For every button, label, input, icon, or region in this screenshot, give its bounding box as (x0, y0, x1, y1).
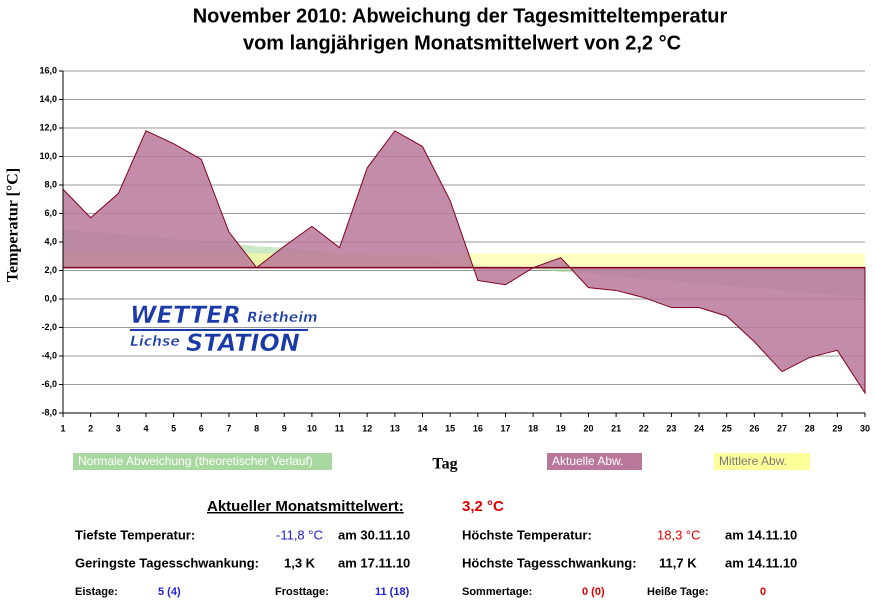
x-tick-label: 6 (199, 423, 204, 433)
stat-label: Höchste Temperatur: (462, 527, 592, 542)
logo-text: STATION (186, 329, 300, 357)
y-tick-label: -4,0 (41, 350, 57, 360)
y-tick-label: 8,0 (44, 179, 57, 189)
stat-value: 3,2 °C (462, 498, 504, 515)
x-tick-label: 16 (473, 423, 483, 433)
y-tick-label: 10,0 (39, 151, 57, 161)
x-tick-label: 21 (611, 423, 621, 433)
y-tick-label: -6,0 (41, 379, 57, 389)
x-tick-label: 7 (226, 423, 231, 433)
logo-text: Rietheim (247, 310, 318, 326)
x-tick-label: 14 (418, 423, 428, 433)
legend-label: Normale Abweichung (theoretischer Verlau… (78, 454, 313, 468)
y-tick-label: 16,0 (39, 65, 57, 75)
y-tick-label: 14,0 (39, 94, 57, 104)
stat-value: 1,3 K (284, 555, 316, 570)
stat-date: am 14.11.10 (725, 527, 797, 542)
stat-label: Höchste Tagesschwankung: (462, 555, 637, 570)
x-tick-label: 19 (556, 423, 566, 433)
x-tick-label: 11 (335, 423, 345, 433)
x-tick-label: 28 (805, 423, 815, 433)
x-tick-label: 29 (832, 423, 842, 433)
x-tick-label: 26 (749, 423, 759, 433)
legend-swatch (714, 453, 810, 470)
x-tick-label: 25 (722, 423, 732, 433)
stat-date: am 17.11.10 (338, 555, 410, 570)
stat-value: 0 (760, 586, 766, 598)
y-tick-label: 4,0 (44, 236, 57, 246)
x-tick-label: 10 (307, 423, 317, 433)
legend-label: Mittlere Abw. (719, 454, 787, 468)
logo: WETTER Rietheim Lichse STATION (130, 301, 318, 358)
x-tick-label: 18 (528, 423, 538, 433)
y-tick-label: 6,0 (44, 208, 57, 218)
x-tick-label: 1 (60, 423, 65, 433)
y-tick-label: -8,0 (41, 407, 57, 417)
legend-label: Aktuelle Abw. (552, 454, 623, 468)
chart-subtitle: vom langjährigen Monatsmittelwert von 2,… (243, 32, 681, 54)
y-tick-label: 0,0 (44, 293, 57, 303)
plot: -8,0 -6,0 -4,0 -2,0 0,0 2,0 4,0 6,0 8,0 10,0 12,0 1… (39, 65, 870, 433)
x-tick-label: 5 (171, 423, 176, 433)
stat-label: Eistage: (75, 586, 118, 598)
legend-swatch (547, 453, 642, 470)
x-tick-label: 3 (116, 423, 121, 433)
stat-value: 0 (0) (582, 586, 605, 598)
stat-label: Frosttage: (275, 586, 329, 598)
x-tick-label: 13 (390, 423, 400, 433)
x-tick-label: 30 (860, 423, 870, 433)
stat-label: Tiefste Temperatur: (75, 527, 195, 542)
stat-value: 11 (18) (375, 586, 410, 598)
x-tick-label: 9 (282, 423, 287, 433)
x-tick-label: 12 (362, 423, 372, 433)
y-axis-label: Temperatur [°C] (5, 168, 22, 282)
x-tick-label: 17 (500, 423, 510, 433)
x-tick-label: 22 (639, 423, 649, 433)
stat-label: Sommertage: (462, 586, 532, 598)
x-tick-label: 15 (445, 423, 455, 433)
y-tick-label: 12,0 (39, 122, 57, 132)
x-tick-label: 24 (694, 423, 704, 433)
logo-text: WETTER (130, 301, 241, 329)
stat-value: 11,7 K (659, 555, 697, 570)
logo-text: Lichse (130, 334, 180, 350)
y-tick-label: -2,0 (41, 322, 57, 332)
y-tick-label: 2,0 (44, 265, 57, 275)
stat-date: am 30.11.10 (338, 527, 410, 542)
x-tick-label: 8 (254, 423, 259, 433)
stat-value: 18,3 °C (657, 527, 701, 542)
x-tick-label: 2 (88, 423, 93, 433)
stat-label: Heiße Tage: (647, 586, 709, 598)
area (62, 130, 866, 395)
x-tick-label: 20 (583, 423, 593, 433)
stat-date: am 14.11.10 (725, 555, 797, 570)
x-tick-label: 27 (777, 423, 787, 433)
stat-label: Aktueller Monatsmittelwert: (207, 498, 404, 515)
legend: Normale Abweichung (theoretischer Verlau… (73, 453, 810, 470)
chart-title: November 2010: Abweichung der Tagesmitte… (193, 5, 728, 27)
stat-label: Geringste Tagesschwankung: (75, 555, 259, 570)
x-axis-label: Tag (432, 456, 457, 473)
stat-value: 5 (4) (158, 586, 181, 598)
legend-swatch (73, 453, 332, 470)
x-tick-label: 23 (666, 423, 676, 433)
x-tick-label: 4 (143, 423, 148, 433)
stat-value: -11,8 °C (276, 527, 323, 542)
